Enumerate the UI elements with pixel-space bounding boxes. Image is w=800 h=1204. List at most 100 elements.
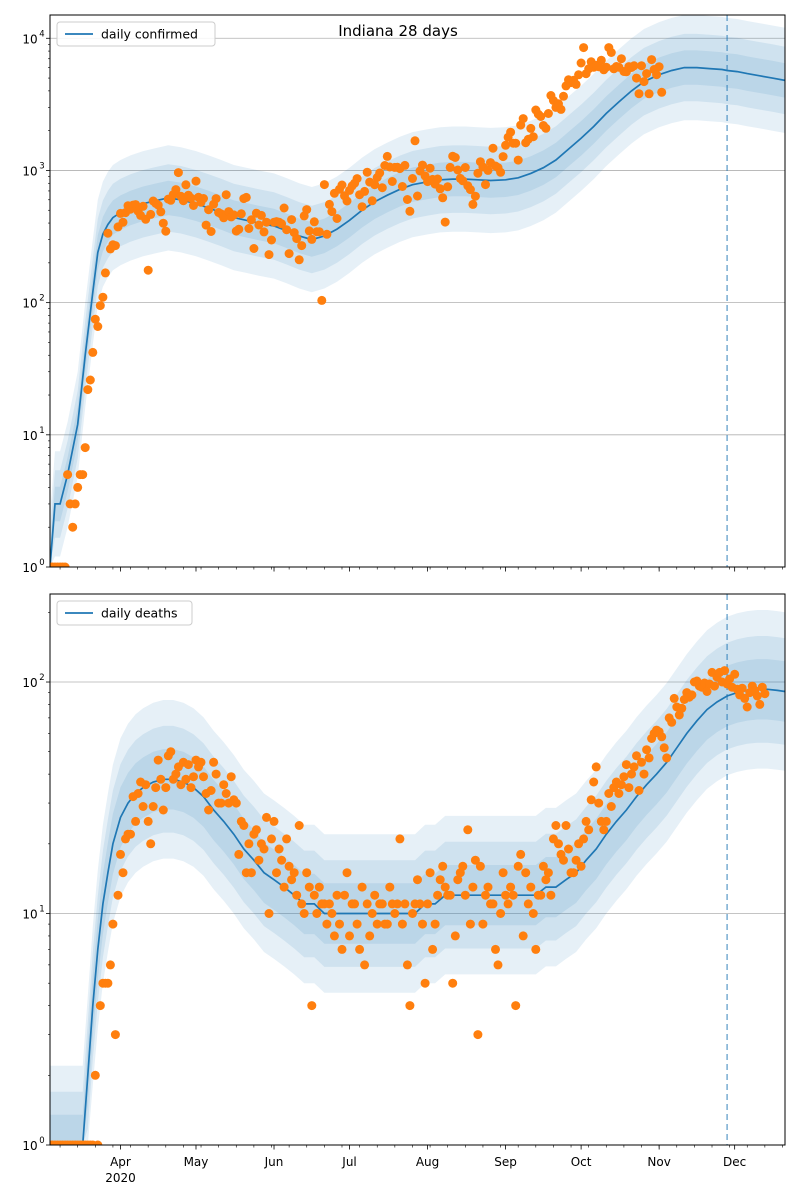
observed-point [705,0,714,5]
observed-point [254,855,264,865]
observed-point [246,215,256,225]
observed-point [470,855,480,865]
observed-point [559,855,568,865]
observed-point [408,174,417,183]
observed-point [352,919,362,929]
observed-point [571,855,581,865]
observed-point [171,185,181,195]
legend: daily confirmed [56,21,216,47]
observed-point [720,666,730,676]
observed-point [634,89,644,99]
observed-point [606,48,616,57]
observed-point [543,868,553,878]
observed-point [781,0,790,5]
observed-point [440,217,450,227]
observed-point [186,783,196,793]
x-tick-label-7: Nov [647,1155,670,1169]
observed-point [659,743,669,753]
observed-point [763,0,772,5]
observed-point [279,203,289,213]
observed-point [428,944,438,954]
observed-point [254,220,264,230]
figure-title: Indiana 28 days [338,22,458,40]
x-tick-label-8: Dec [723,1155,746,1169]
observed-point [677,703,687,713]
observed-point [93,322,103,331]
observed-point [251,825,261,835]
y-tick-exponent-1: 1 [39,426,44,436]
observed-point [367,909,377,918]
observed-point [314,227,324,237]
observed-point [498,868,508,878]
observed-point [433,890,443,900]
observed-point [443,182,453,192]
observed-point [392,899,402,909]
observed-point [299,909,309,918]
observed-point [322,229,332,239]
observed-point [682,0,691,5]
observed-point [551,821,561,830]
observed-point [146,209,156,219]
observed-point [433,174,443,184]
observed-point [105,960,115,970]
observed-point [292,234,302,244]
y-tick-exponent-2: 2 [39,294,44,304]
observed-point [526,123,536,133]
x-tick-label-1: May [184,1155,209,1169]
observed-point [231,798,241,808]
observed-point [294,255,304,265]
observed-point [259,844,269,854]
legend-label: daily confirmed [101,27,198,42]
observed-point [199,194,208,203]
legend: daily deaths [56,600,193,626]
observed-point [385,882,395,892]
observed-point [632,73,641,83]
observed-point [760,0,769,5]
observed-point [690,0,699,5]
observed-point [267,235,276,245]
confidence-band-mid [50,636,785,1145]
observed-point [538,861,548,871]
x-tick-label-6: Oct [571,1155,592,1169]
observed-point [601,62,611,72]
observed-point [743,0,752,5]
observed-point [158,218,168,228]
observed-point [95,301,105,311]
observed-point [397,919,407,929]
observed-point [173,168,183,178]
observed-point [465,185,475,195]
observed-point [438,193,448,203]
observed-point [221,190,231,200]
observed-point [118,868,128,878]
observed-point [244,839,254,849]
observed-point [773,0,782,5]
observed-point [781,0,790,5]
observed-point [619,772,629,782]
observed-point [778,0,787,5]
observed-point [501,140,511,150]
legend-box [56,21,216,47]
observed-point [458,861,468,871]
observed-point [206,227,216,236]
observed-point [282,225,292,235]
observed-point [465,919,475,929]
observed-point [186,193,196,203]
observed-point [733,0,742,5]
observed-point [523,899,533,909]
observed-point [748,0,757,5]
observed-point [574,70,584,80]
observed-point [644,753,654,763]
observed-point [345,931,354,941]
observed-point [264,909,274,918]
observed-point [100,268,110,278]
observed-point [249,244,259,253]
observed-point [589,777,599,787]
observed-point [697,0,706,5]
observed-point [778,0,787,5]
observed-point [776,0,785,5]
observed-point [506,882,516,892]
observed-point [576,58,586,68]
y-tick-label-2: 10 [22,676,37,690]
observed-point [438,861,448,871]
observed-point [262,217,271,227]
